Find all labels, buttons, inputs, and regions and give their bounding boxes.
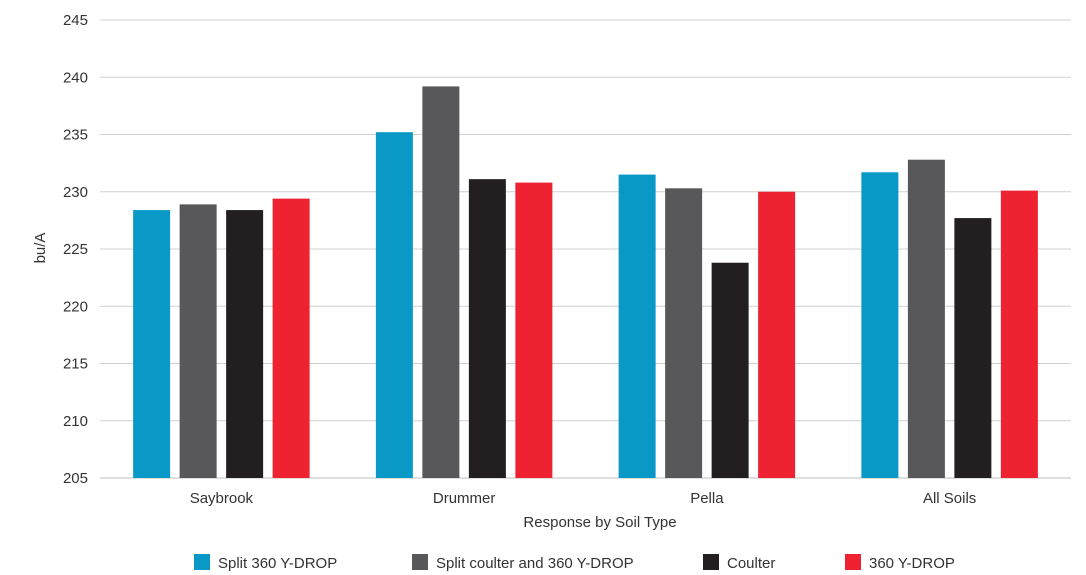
y-tick-label: 225 — [63, 241, 88, 258]
y-tick-label: 245 — [63, 12, 88, 29]
legend-swatch — [194, 554, 210, 570]
bar-coulter-pella — [711, 262, 749, 478]
legend-swatch — [703, 554, 719, 570]
bar-360-y-drop-all-soils — [1000, 190, 1038, 479]
legend-swatch — [412, 554, 428, 570]
bar-coulter-all-soils — [954, 218, 992, 478]
legend: Split 360 Y-DROP Split coulter and 360 Y-… — [194, 554, 955, 572]
bar-coulter-saybrook — [226, 210, 264, 478]
bar-split-360-y-drop-saybrook — [133, 210, 171, 478]
y-tick-label: 205 — [63, 470, 88, 487]
x-axis-title: Response by Soil Type — [523, 514, 676, 531]
bar-split-coulter-and-360-y-drop-pella — [665, 188, 703, 478]
x-category-label: Pella — [690, 490, 724, 507]
bar-360-y-drop-pella — [758, 191, 796, 478]
bar-split-coulter-and-360-y-drop-all-soils — [907, 159, 945, 478]
y-tick-label: 215 — [63, 356, 88, 373]
x-category-label: All Soils — [923, 490, 976, 507]
bar-split-coulter-and-360-y-drop-saybrook — [179, 204, 217, 478]
legend-label: Split 360 Y-DROP — [218, 555, 337, 572]
bar-coulter-drummer — [468, 179, 506, 478]
legend-swatch — [845, 554, 861, 570]
bar-split-360-y-drop-pella — [618, 174, 656, 478]
y-tick-label: 235 — [63, 127, 88, 144]
y-tick-label: 230 — [63, 184, 88, 201]
bar-split-360-y-drop-drummer — [375, 132, 413, 478]
legend-label: 360 Y-DROP — [869, 555, 955, 572]
x-axis-categories: Saybrook Drummer Pella All Soils — [190, 490, 977, 507]
legend-label: Split coulter and 360 Y-DROP — [436, 555, 634, 572]
y-tick-label: 240 — [63, 69, 88, 86]
legend-label: Coulter — [727, 555, 775, 572]
bar-360-y-drop-saybrook — [272, 198, 310, 478]
bar-split-coulter-and-360-y-drop-drummer — [422, 86, 460, 478]
bars — [133, 86, 1038, 479]
y-axis-ticks: 205 210 215 220 225 230 235 240 245 — [63, 12, 88, 487]
bar-split-360-y-drop-all-soils — [861, 172, 899, 478]
x-category-label: Saybrook — [190, 490, 254, 507]
y-axis-title: bu/A — [32, 233, 49, 264]
y-tick-label: 210 — [63, 413, 88, 430]
x-category-label: Drummer — [433, 490, 496, 507]
bar-360-y-drop-drummer — [515, 182, 553, 478]
y-tick-label: 220 — [63, 298, 88, 315]
